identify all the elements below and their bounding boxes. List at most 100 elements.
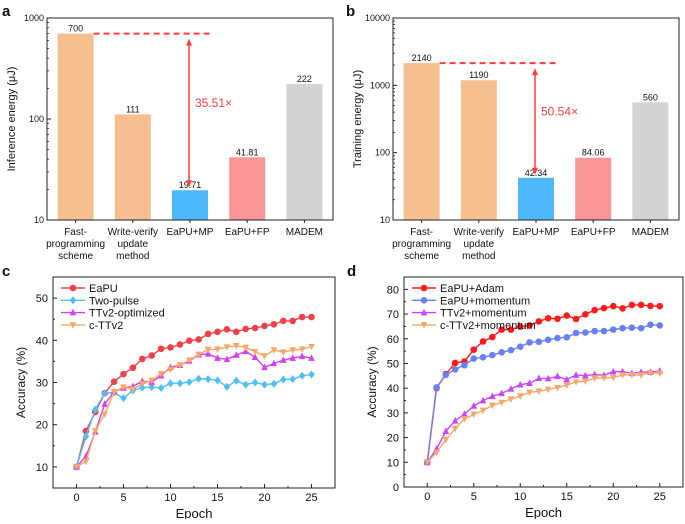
y-axis-title: Training energy (μJ) (352, 70, 364, 168)
data-point (554, 384, 561, 392)
data-point (270, 347, 278, 354)
data-point (526, 322, 533, 329)
data-point (609, 302, 617, 310)
data-point (507, 396, 515, 403)
x-tick-label-line: update (464, 239, 495, 250)
data-point (195, 374, 202, 383)
x-tick-label: 10 (514, 491, 526, 503)
data-point (251, 324, 259, 332)
data-point (544, 336, 552, 344)
data-point (479, 396, 487, 404)
data-point (628, 372, 636, 379)
x-tick-label-line: programming (46, 239, 105, 250)
bar (518, 177, 554, 220)
legend-label: Two-pulse (89, 295, 139, 307)
y-tick-label: 30 (36, 378, 48, 390)
data-point (204, 330, 212, 338)
plot-frame (403, 276, 684, 488)
data-point (479, 338, 487, 345)
data-point (233, 342, 240, 350)
x-tick-label-line: EaPU+FP (571, 227, 616, 238)
panel-a: a Inference energy (μJ) 10 100 1000 700 Fast-p… (2, 3, 334, 262)
data-point (289, 317, 297, 325)
data-point (563, 312, 571, 319)
x-tick-label: EaPU+FP (571, 227, 616, 238)
data-point (298, 346, 306, 353)
data-point (516, 380, 524, 388)
data-point (489, 392, 496, 400)
x-tick-label: 20 (258, 492, 270, 504)
y-tick-label: 1000 (370, 80, 390, 90)
legend-marker (420, 284, 428, 292)
legend-label: EaPU+momentum (440, 295, 530, 307)
x-tick-label-line: scheme (404, 251, 439, 262)
legend-marker (69, 296, 77, 305)
data-point (544, 314, 552, 322)
data-point (289, 375, 296, 384)
data-point (167, 366, 174, 374)
data-point (479, 353, 487, 361)
x-tick-label-line: scheme (58, 251, 93, 262)
data-point (223, 326, 231, 333)
data-point (563, 375, 571, 383)
arrow-head-down (186, 180, 192, 188)
data-point (233, 351, 240, 358)
data-point (461, 416, 468, 423)
bar (460, 80, 497, 220)
data-point (433, 449, 440, 457)
x-tick-label: EaPU+MP (513, 227, 560, 238)
series-eapu-momentum (423, 321, 664, 466)
data-point (204, 375, 212, 384)
data-point (591, 306, 598, 314)
data-point (176, 341, 184, 348)
y-axis-title: Accuracy (%) (14, 347, 28, 418)
data-point (92, 428, 99, 435)
x-tick-label-line: method (116, 251, 149, 262)
legend-label: c-TTv2 (89, 320, 123, 332)
x-tick-label-line: update (118, 239, 149, 250)
data-point (186, 337, 193, 345)
data-point (563, 333, 571, 341)
bar-value-label: 222 (297, 74, 312, 84)
x-tick-label: MADEM (632, 227, 669, 238)
panel-label: a (2, 3, 11, 20)
data-point (148, 352, 155, 359)
x-tick-label-line: Fast- (64, 227, 87, 238)
data-point (535, 318, 543, 325)
data-point (600, 304, 608, 312)
bar-value-label: 84.06 (582, 148, 605, 158)
y-tick-label: 100 (29, 114, 44, 124)
data-point (129, 364, 137, 372)
panel-b: b Training energy (μJ) 10 100 1000 10000 2140 F… (346, 3, 680, 262)
data-point (251, 353, 259, 360)
x-tick-label-line: method (462, 251, 495, 262)
x-axis-title: Epoch (176, 506, 213, 519)
y-tick-label: 70 (387, 309, 399, 321)
bar (229, 157, 266, 220)
x-tick-label: 0 (424, 491, 430, 503)
data-point (582, 311, 589, 318)
data-point (139, 355, 146, 363)
data-point (489, 351, 496, 359)
data-point (442, 427, 450, 434)
data-point (572, 329, 580, 337)
legend-marker (69, 284, 77, 292)
data-point (647, 302, 654, 310)
bar (403, 63, 440, 220)
data-point (609, 326, 617, 333)
y-tick-label: 10 (387, 457, 399, 469)
plot-frame (52, 276, 336, 489)
data-point (73, 464, 80, 471)
data-point (242, 380, 249, 389)
series-ttv2-optimized (73, 347, 315, 470)
data-point (82, 432, 90, 441)
data-point (167, 344, 174, 351)
bar (632, 102, 669, 220)
data-point (619, 305, 626, 312)
data-point (591, 327, 598, 335)
data-point (656, 370, 664, 378)
data-point (442, 436, 450, 444)
y-tick-label: 100 (375, 148, 390, 158)
data-point (261, 353, 268, 360)
